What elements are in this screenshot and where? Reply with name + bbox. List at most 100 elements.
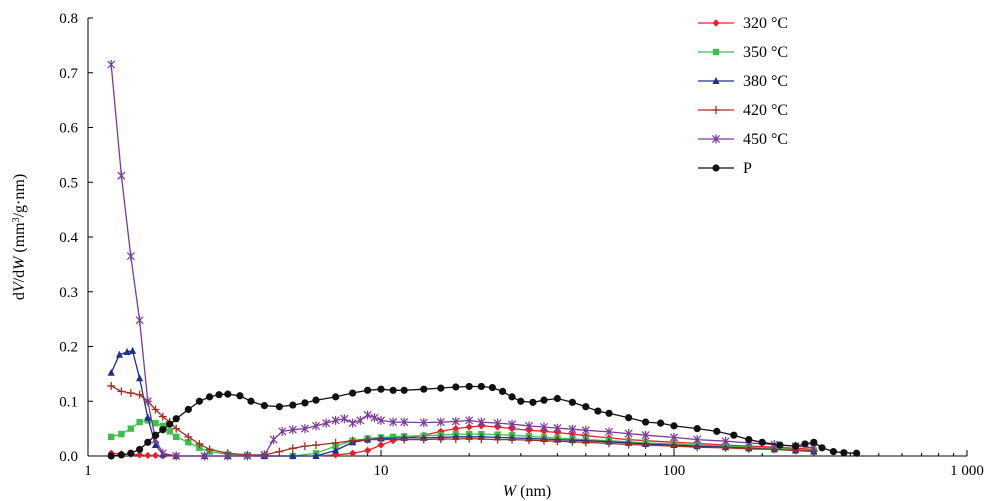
data-point [377, 385, 385, 393]
legend-item: 380 °C [698, 73, 788, 90]
y-axis-label-sup: 3 [11, 217, 22, 222]
data-point [135, 451, 144, 459]
data-point [158, 448, 167, 458]
data-point [730, 431, 738, 439]
data-point [419, 418, 428, 428]
data-point [107, 381, 116, 390]
data-point [144, 438, 152, 446]
y-tick-label: 0.4 [59, 230, 78, 246]
data-point [568, 437, 577, 446]
legend-label: 350 °C [743, 44, 788, 61]
data-point [107, 452, 115, 460]
data-point [693, 435, 702, 445]
data-point [348, 418, 357, 428]
data-point [118, 430, 125, 438]
data-point [356, 415, 365, 425]
data-point [195, 439, 204, 448]
y-tick-label: 0.5 [59, 175, 78, 191]
series-2 [107, 346, 818, 459]
data-point [332, 393, 340, 401]
data-point [173, 433, 180, 441]
data-point [539, 436, 548, 445]
data-point [127, 449, 135, 457]
data-point [312, 452, 320, 459]
data-point [437, 384, 445, 392]
data-point [151, 451, 160, 460]
data-point [332, 446, 340, 454]
data-point [582, 403, 590, 411]
data-point [275, 403, 283, 411]
data-point [818, 444, 826, 452]
data-point [107, 60, 116, 70]
data-point [517, 397, 525, 405]
data-point [205, 445, 214, 454]
data-point [525, 436, 534, 445]
data-point [524, 421, 534, 431]
data-point [465, 415, 474, 425]
series-layer [107, 60, 861, 461]
legend-item: 420 °C [698, 102, 788, 119]
data-point [269, 435, 278, 445]
legend: 320 °C 350 °C 380 °C 420 °C 450 °C P [698, 15, 788, 177]
y-axis-label-unit-close: /g·nm) [11, 174, 28, 218]
data-point [135, 445, 144, 454]
data-point [477, 435, 486, 444]
data-point [581, 425, 590, 435]
data-point [376, 415, 386, 425]
data-point [300, 424, 309, 434]
data-point [493, 418, 502, 428]
data-point [493, 435, 502, 444]
data-point [115, 350, 124, 358]
data-point [670, 442, 678, 451]
data-point [400, 435, 409, 444]
data-point [311, 441, 320, 450]
data-point [117, 387, 126, 396]
data-point [400, 417, 409, 427]
data-point [436, 417, 445, 427]
data-point [108, 433, 115, 441]
data-point [223, 451, 232, 461]
data-point [117, 451, 125, 459]
y-axis-label-unit-open: (mm [11, 222, 28, 257]
y-tick-label: 0.6 [59, 121, 78, 137]
data-point [172, 415, 180, 423]
data-point [594, 407, 602, 415]
data-point [553, 394, 562, 403]
data-point [568, 398, 576, 406]
y-axis-label-d: d [11, 292, 28, 300]
y-tick-label: 0.8 [59, 11, 78, 27]
x-tick-label: 100 [663, 463, 686, 479]
data-point [712, 19, 720, 27]
data-point [288, 425, 297, 435]
data-point [363, 435, 372, 444]
data-point [712, 164, 720, 172]
data-point [143, 396, 152, 406]
data-point [488, 383, 497, 392]
data-point [158, 412, 167, 421]
data-point [625, 414, 633, 422]
data-point [669, 432, 679, 442]
y-axis-label: dV/dW (mm3/g·nm) [11, 174, 29, 300]
data-point [377, 435, 385, 444]
data-point [670, 422, 678, 430]
data-point [184, 405, 192, 414]
data-point [129, 346, 137, 354]
data-point [477, 417, 486, 427]
x-ticks: 1 10 100 1 000 [84, 450, 984, 479]
data-point [331, 438, 340, 447]
legend-item: 450 °C [698, 131, 788, 148]
data-point [363, 410, 372, 420]
data-point [144, 413, 152, 421]
data-point [581, 438, 590, 447]
y-tick-label: 0.3 [59, 285, 78, 301]
x-axis-label-symbol: W [503, 483, 518, 500]
x-axis-label-unit: (nm) [516, 483, 551, 500]
data-point [540, 396, 548, 404]
data-point [311, 421, 321, 431]
data-point [224, 390, 232, 398]
data-point [437, 427, 445, 435]
y-ticks: 0.0 0.1 0.2 0.3 0.4 0.5 0.6 0.7 0.8 [59, 11, 93, 465]
y-axis-label-v: V [11, 280, 28, 292]
y-tick-label: 0.2 [59, 340, 78, 356]
